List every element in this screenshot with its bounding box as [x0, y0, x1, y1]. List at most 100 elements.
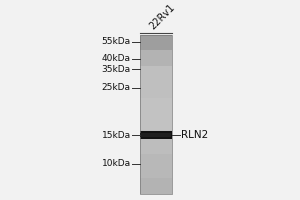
Bar	[140, 47, 172, 48]
Bar	[140, 131, 172, 139]
Bar	[140, 193, 172, 194]
Bar	[140, 109, 172, 110]
Bar	[140, 168, 172, 169]
Bar	[140, 121, 172, 123]
Bar	[140, 64, 172, 65]
Bar	[140, 110, 172, 111]
Bar	[140, 86, 172, 87]
Bar	[140, 190, 172, 191]
Bar	[140, 156, 172, 157]
Bar	[140, 100, 172, 101]
Bar	[140, 144, 172, 145]
Bar	[140, 171, 172, 172]
Bar	[140, 141, 172, 142]
Bar	[140, 133, 172, 134]
Bar	[140, 159, 172, 160]
Bar	[140, 149, 172, 151]
Bar	[140, 175, 172, 176]
Bar	[140, 185, 172, 186]
Bar	[140, 106, 172, 107]
Text: 40kDa: 40kDa	[102, 54, 131, 63]
Bar	[140, 104, 172, 105]
Text: 25kDa: 25kDa	[102, 83, 131, 92]
Bar	[140, 178, 172, 179]
Bar	[140, 147, 172, 148]
Bar	[140, 107, 172, 108]
Bar	[140, 179, 172, 180]
Bar	[140, 103, 172, 104]
Bar	[140, 124, 172, 125]
Bar	[140, 130, 172, 131]
Bar	[140, 35, 172, 36]
Bar	[140, 79, 172, 80]
Bar	[140, 53, 172, 54]
Bar	[140, 164, 172, 165]
Bar	[140, 50, 172, 52]
Bar	[140, 129, 172, 131]
Text: 10kDa: 10kDa	[102, 159, 131, 168]
Bar	[140, 114, 172, 115]
Bar	[140, 157, 172, 159]
Bar	[140, 102, 172, 103]
Bar	[140, 94, 172, 96]
Bar	[140, 155, 172, 156]
Bar	[140, 140, 172, 141]
Bar	[140, 173, 172, 175]
Bar	[140, 87, 172, 88]
Bar	[140, 45, 172, 46]
Bar	[140, 143, 172, 144]
Bar	[140, 70, 172, 72]
Bar	[140, 58, 172, 60]
Bar	[140, 84, 172, 85]
Bar	[140, 99, 172, 100]
Bar	[140, 77, 172, 78]
Bar	[140, 149, 172, 150]
Bar	[140, 134, 172, 135]
Bar	[140, 148, 172, 149]
Bar	[140, 146, 172, 147]
Bar	[140, 176, 172, 177]
Bar	[140, 83, 172, 84]
Bar	[140, 154, 172, 155]
Bar	[140, 86, 172, 88]
Bar	[140, 189, 172, 190]
Bar	[140, 52, 172, 53]
Bar	[140, 120, 172, 121]
Bar	[140, 115, 172, 116]
Bar	[140, 58, 172, 59]
Bar	[140, 81, 172, 82]
Bar	[140, 110, 172, 111]
Bar	[140, 66, 172, 68]
Bar	[140, 162, 172, 163]
Bar	[140, 158, 172, 159]
Bar	[140, 184, 172, 185]
Bar	[140, 165, 172, 167]
Bar	[140, 193, 172, 194]
Text: 55kDa: 55kDa	[102, 37, 131, 46]
Bar	[140, 66, 172, 67]
Bar	[140, 97, 172, 98]
Bar	[140, 161, 172, 162]
Bar	[140, 92, 172, 93]
Bar	[140, 152, 172, 153]
Bar	[140, 189, 172, 190]
Bar	[140, 71, 172, 72]
Bar	[140, 61, 172, 62]
Bar	[140, 160, 172, 161]
Bar	[140, 139, 172, 140]
Bar	[140, 173, 172, 174]
Bar	[140, 82, 172, 84]
Bar	[140, 153, 172, 154]
Bar	[140, 39, 172, 40]
Bar	[140, 36, 172, 37]
Bar	[140, 93, 172, 94]
Bar	[140, 49, 172, 50]
Bar	[140, 169, 172, 171]
Bar	[140, 98, 172, 100]
Bar	[140, 166, 172, 167]
Bar	[140, 180, 172, 181]
Bar	[140, 129, 172, 130]
Bar	[140, 80, 172, 81]
Bar	[140, 101, 172, 102]
Bar	[140, 51, 172, 52]
